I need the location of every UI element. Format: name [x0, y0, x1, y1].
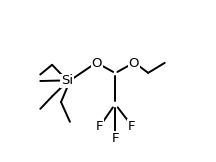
- Text: F: F: [128, 120, 136, 133]
- Text: F: F: [111, 132, 119, 145]
- Text: Si: Si: [61, 75, 73, 87]
- Text: O: O: [129, 57, 139, 70]
- Text: O: O: [91, 57, 102, 70]
- Text: F: F: [96, 120, 104, 133]
